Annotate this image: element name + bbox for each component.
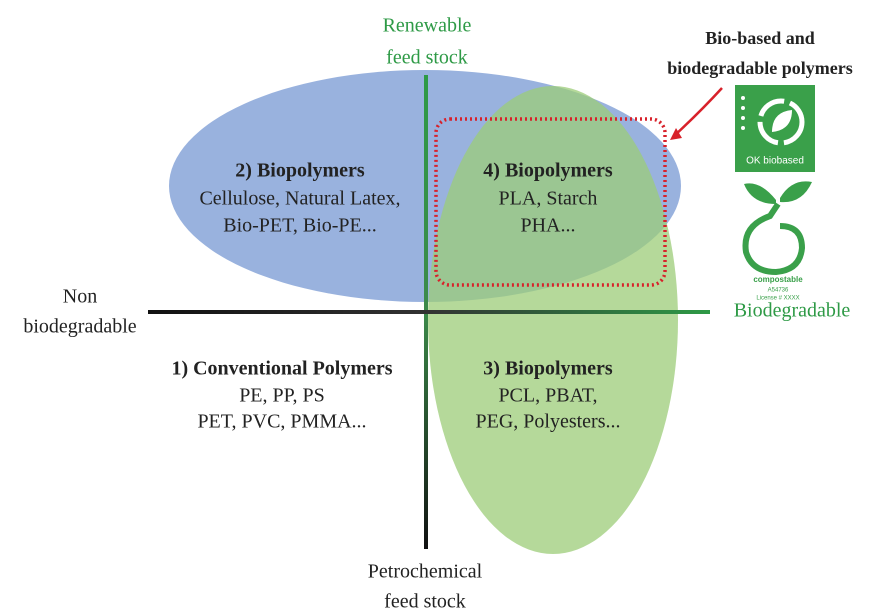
quadrant-title: 4) Biopolymers xyxy=(483,160,613,182)
quadrant-title: 1) Conventional Polymers xyxy=(171,358,392,380)
horizontal-axis xyxy=(148,310,710,314)
highlight-box xyxy=(434,117,667,287)
arrow-head xyxy=(670,128,682,140)
quadrant-text: PE, PP, PS xyxy=(239,385,325,407)
logo-text: OK biobased xyxy=(746,156,804,167)
quadrant-text: PCL, PBAT, xyxy=(498,385,597,407)
logo-text: A54736 xyxy=(768,288,789,294)
callout-arrow xyxy=(673,87,723,137)
axis-label: Non xyxy=(63,286,97,308)
axis-label: feed stock xyxy=(384,591,466,613)
quadrant-text: Bio-PET, Bio-PE... xyxy=(223,215,377,237)
quadrant-text: Cellulose, Natural Latex, xyxy=(199,188,400,210)
logo-ring xyxy=(757,98,805,146)
quadrant-text: PEG, Polyesters... xyxy=(476,411,621,433)
seedling-stem xyxy=(742,202,806,276)
quadrant-text: PET, PVC, PMMA... xyxy=(197,411,366,433)
ok-biobased-logo: OK biobased xyxy=(735,85,815,172)
logo-stars xyxy=(741,96,745,130)
axis-label: Renewable xyxy=(383,15,472,37)
quadrant-text: PHA... xyxy=(520,215,575,237)
biodegradable-region xyxy=(428,86,678,554)
axis-label: Biodegradable xyxy=(734,300,851,322)
logo-text: License # XXXX xyxy=(756,296,799,302)
axis-label: feed stock xyxy=(386,47,468,69)
callout-text: Bio-based and xyxy=(705,28,815,48)
axis-label: Petrochemical xyxy=(368,561,483,583)
quadrant-title: 2) Biopolymers xyxy=(235,160,365,182)
axis-label: biodegradable xyxy=(23,316,136,338)
quadrant-title: 3) Biopolymers xyxy=(483,358,613,380)
logo-text: compostable xyxy=(753,275,803,284)
seedling-leaf xyxy=(744,183,776,204)
logo-leaf xyxy=(772,110,792,132)
seedling-leaf xyxy=(780,181,812,203)
callout-text: biodegradable polymers xyxy=(667,58,853,78)
quadrant-text: PLA, Starch xyxy=(499,188,598,210)
compostable-logo: compostable A54736 License # XXXX xyxy=(742,181,812,302)
